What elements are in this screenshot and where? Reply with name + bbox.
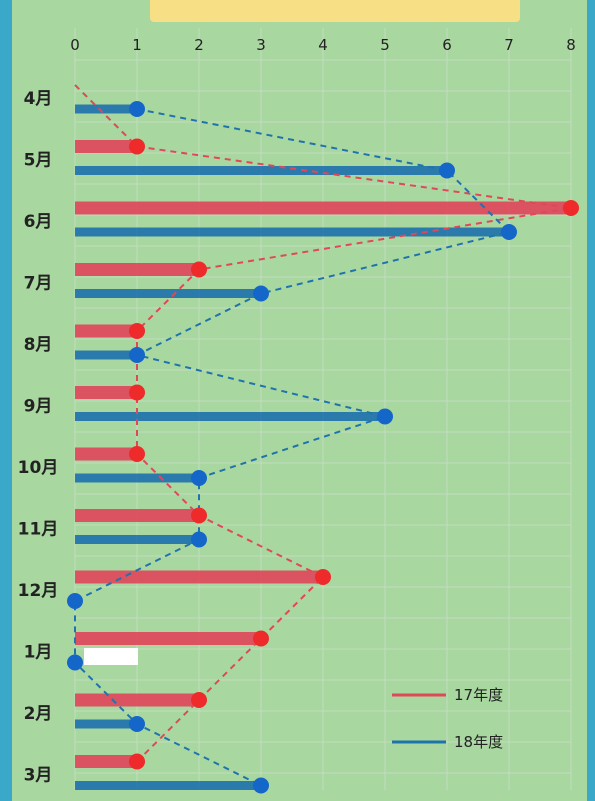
bar-18 — [75, 227, 509, 237]
bar-18 — [75, 473, 199, 483]
dot-18 — [129, 716, 145, 732]
dot-18 — [67, 593, 83, 609]
line-17 — [74, 84, 572, 763]
month-labels: 4月 5月 6月 7月 8月 9月 10月 11月 12月 1月 2月 3月 — [18, 89, 59, 786]
x-tick-label: 0 — [70, 36, 80, 54]
month-label: 3月 — [24, 766, 53, 786]
dot-18 — [253, 285, 269, 302]
x-tick-label: 2 — [194, 36, 204, 54]
x-tick-label: 7 — [504, 36, 514, 54]
dot-17 — [129, 753, 145, 770]
dot-18 — [377, 408, 393, 425]
x-tick-labels: 0 1 2 3 4 5 6 7 8 — [70, 36, 576, 54]
dot-18 — [191, 470, 207, 486]
dot-18 — [501, 224, 517, 240]
bar-17 — [75, 324, 137, 338]
dot-18 — [129, 101, 145, 117]
white-tape-patch — [84, 648, 138, 665]
dot-18 — [253, 777, 269, 794]
month-label: 11月 — [18, 520, 59, 540]
dot-18 — [439, 162, 455, 179]
bar-17 — [75, 509, 199, 522]
line-18 — [74, 108, 511, 787]
dot-17 — [129, 138, 145, 155]
dot-18 — [129, 347, 145, 363]
bar-17 — [75, 693, 199, 707]
bar-18 — [75, 166, 447, 175]
title-card — [150, 0, 520, 22]
month-label: 9月 — [24, 397, 53, 417]
grid — [74, 28, 572, 790]
dot-17 — [129, 323, 145, 339]
x-tick-label: 1 — [132, 36, 142, 54]
month-label: 7月 — [24, 274, 53, 294]
dot-17 — [191, 507, 207, 524]
month-label: 1月 — [24, 643, 53, 663]
dot-17 — [563, 200, 579, 216]
bar-18 — [75, 289, 261, 298]
legend-label: 18年度 — [454, 733, 503, 751]
month-label: 2月 — [24, 704, 53, 724]
bar-17 — [75, 201, 571, 215]
legend: 17年度 18年度 — [392, 686, 503, 751]
bar-18 — [75, 412, 385, 421]
dot-17 — [253, 630, 269, 647]
connector-lines — [74, 84, 572, 787]
x-tick-label: 6 — [442, 36, 452, 54]
bar-17 — [75, 263, 199, 276]
x-tick-label: 4 — [318, 36, 328, 54]
bar-17 — [75, 447, 137, 461]
bar-18 — [75, 719, 137, 729]
bar-18 — [75, 535, 199, 544]
month-label: 10月 — [18, 458, 59, 478]
bar-18 — [75, 781, 261, 790]
dot-18 — [191, 531, 207, 548]
bar-17 — [75, 632, 261, 645]
month-label: 12月 — [18, 581, 59, 601]
bar-17 — [75, 386, 137, 399]
month-label: 6月 — [24, 212, 53, 232]
month-label: 5月 — [24, 151, 53, 171]
dot-17 — [315, 569, 331, 585]
dot-18 — [67, 654, 83, 671]
dot-17 — [191, 261, 207, 278]
bar-18 — [75, 104, 137, 114]
bars — [75, 104, 571, 790]
bar-17 — [75, 140, 137, 153]
dot-17 — [129, 384, 145, 401]
x-tick-label: 3 — [256, 36, 266, 54]
x-tick-label: 8 — [566, 36, 576, 54]
month-label: 8月 — [24, 335, 53, 355]
dots — [67, 101, 579, 794]
dot-17 — [129, 446, 145, 462]
month-label: 4月 — [24, 89, 53, 109]
legend-label: 17年度 — [454, 686, 503, 704]
bar-18 — [75, 350, 137, 360]
x-tick-label: 5 — [380, 36, 390, 54]
dot-17 — [191, 692, 207, 708]
bar-17 — [75, 570, 323, 584]
bar-17 — [75, 755, 137, 768]
